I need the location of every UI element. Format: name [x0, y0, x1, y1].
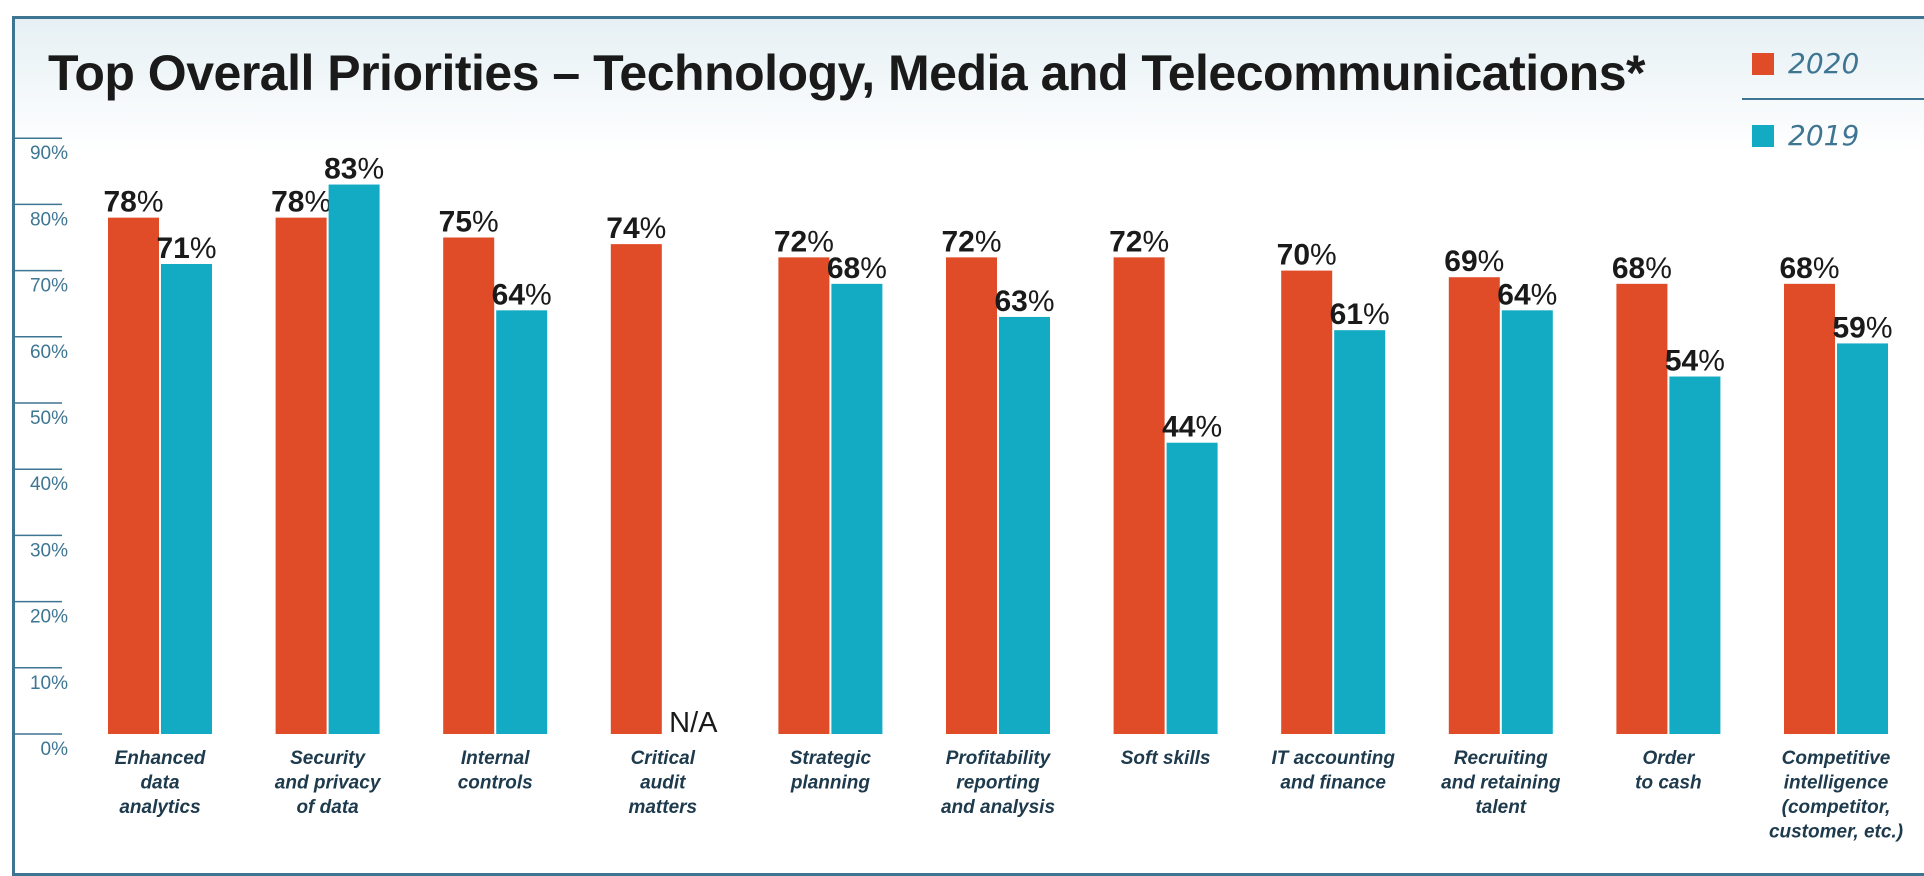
data-label-2020: 78%: [103, 186, 163, 219]
bar-2019: [1334, 330, 1386, 734]
bar-chart: 0% 10% 20% 30% 40% 50% 60% 70% 80% 90% 78% 71% Enhan…: [13, 137, 1903, 843]
category-label: Enhanced data analytics: [115, 748, 206, 818]
data-label-2019: 54%: [1665, 345, 1725, 378]
bar-2020: [610, 244, 662, 734]
category-label: Strategic planning: [790, 748, 872, 794]
bar-2019: [161, 263, 212, 734]
data-label-2020: 72%: [774, 225, 834, 258]
bar-2019: [831, 283, 883, 734]
bar-2019: [1166, 442, 1218, 734]
category-label: Internal controls: [458, 748, 533, 794]
category-label: Critical audit matters: [628, 748, 697, 818]
bar-2019: [496, 310, 548, 734]
data-label-2020: 72%: [941, 225, 1001, 258]
data-label-2020: 68%: [1612, 252, 1672, 285]
data-label-2020: 70%: [1277, 239, 1337, 272]
bar-2020: [1113, 257, 1165, 734]
data-label-2020: 74%: [606, 212, 666, 245]
bar-2019: [1501, 310, 1553, 734]
data-label-2019: N/A: [669, 707, 718, 739]
bar-2020: [443, 237, 495, 734]
bar-2019: [328, 184, 380, 735]
legend-item-2019: 2019: [1752, 119, 1859, 152]
y-tick-label: 80%: [30, 209, 68, 230]
y-tick-label: 10%: [30, 673, 68, 694]
category-label: Security and privacy of data: [275, 748, 382, 818]
bar-2020: [1448, 277, 1500, 734]
bar-2020: [1784, 283, 1835, 734]
data-label-2019: 68%: [827, 252, 887, 285]
legend-swatch-2020: [1752, 52, 1774, 75]
bar-2019: [1837, 343, 1888, 734]
data-label-2019: 83%: [324, 153, 384, 186]
y-tick-label: 30%: [30, 540, 68, 561]
legend-item-2020: 2020: [1752, 47, 1859, 80]
data-label-2020: 72%: [1109, 225, 1169, 258]
data-label-2019: 71%: [156, 232, 216, 265]
data-label-2019: 63%: [994, 285, 1054, 318]
bar-2020: [275, 217, 327, 734]
category-label: Competitive intelligence (competitor, custo…: [1769, 748, 1903, 843]
category-label: Profitability reporting and analysis: [941, 748, 1055, 818]
y-tick-label: 0%: [41, 739, 69, 760]
category-label: Soft skills: [1121, 748, 1211, 769]
y-tick-label: 70%: [30, 276, 68, 297]
legend-swatch-2019: [1752, 124, 1774, 147]
data-label-2019: 64%: [492, 278, 552, 311]
data-label-2019: 59%: [1832, 311, 1892, 344]
category-label: IT accounting and finance: [1271, 748, 1395, 794]
bar-2019: [1669, 376, 1721, 734]
y-tick-label: 40%: [30, 474, 68, 495]
y-tick-label: 90%: [30, 143, 68, 164]
legend-label-2019: 2019: [1788, 119, 1860, 152]
bar-2020: [1281, 270, 1333, 734]
data-label-2020: 75%: [439, 206, 499, 239]
y-tick-label: 50%: [30, 408, 68, 429]
category-label: Recruiting and retaining talent: [1441, 748, 1561, 818]
data-label-2019: 61%: [1330, 298, 1390, 331]
legend-divider: [1742, 98, 1924, 100]
data-label-2020: 78%: [271, 186, 331, 219]
legend-label-2020: 2020: [1788, 47, 1860, 80]
bar-2020: [108, 217, 159, 734]
chart-title: Top Overall Priorities – Technology, Med…: [48, 45, 1645, 101]
category-label: Order to cash: [1635, 748, 1702, 794]
bar-2019: [999, 316, 1050, 734]
bar-2020: [1616, 283, 1668, 734]
data-label-2020: 69%: [1444, 245, 1504, 278]
data-label-2020: 68%: [1779, 252, 1839, 285]
bar-2020: [946, 257, 997, 734]
data-label-2019: 64%: [1497, 278, 1557, 311]
bar-2020: [778, 257, 830, 734]
y-tick-label: 20%: [30, 607, 68, 628]
data-label-2019: 44%: [1162, 411, 1222, 444]
y-tick-label: 60%: [30, 342, 68, 363]
